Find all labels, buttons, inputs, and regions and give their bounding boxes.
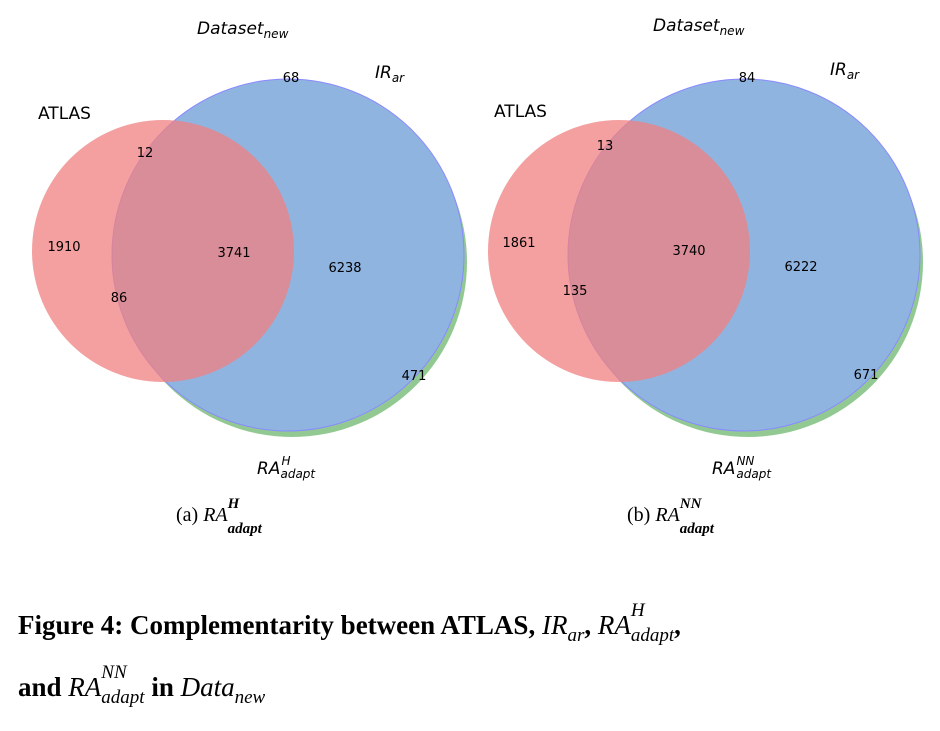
count-dataset-only: 84 xyxy=(739,71,756,86)
count-all-three: 3741 xyxy=(217,246,250,261)
caption-in: in xyxy=(151,672,174,702)
atlas-circle xyxy=(488,120,750,382)
atlas-label: ATLAS xyxy=(38,104,91,124)
venn-diagram-b: Datasetnew IRar ATLAS RANN adapt 84 13 18… xyxy=(488,16,923,481)
venn-diagram-a: Datasetnew IRar ATLAS RAH adapt 68 12 191… xyxy=(32,19,467,481)
count-all-three: 3740 xyxy=(672,244,705,259)
caption-ir: IR xyxy=(541,610,568,640)
subcaption-b: (b) RA NN adapt xyxy=(627,495,714,537)
atlas-label: ATLAS xyxy=(494,102,547,122)
caption-ir-sub: ar xyxy=(567,624,585,646)
ir-label: IRar xyxy=(830,60,860,82)
caption-and: and xyxy=(18,672,62,702)
count-dataset-ra: 6238 xyxy=(328,261,361,276)
count-atlas-only: 1861 xyxy=(502,236,535,251)
count-ra-only: 471 xyxy=(402,369,427,384)
count-dataset-only: 68 xyxy=(283,71,300,86)
venn-panel-b: Datasetnew IRar ATLAS RANN adapt 84 13 18… xyxy=(456,0,926,500)
atlas-circle xyxy=(32,120,294,382)
caption-data-sub: new xyxy=(234,686,266,708)
dataset-label: Datasetnew xyxy=(653,16,745,38)
figure-caption: Figure 4: Complementarity between ATLAS,… xyxy=(18,599,681,708)
ir-label: IRar xyxy=(375,63,405,85)
caption-prefix: Figure 4: Complementarity between ATLAS, xyxy=(18,610,536,640)
count-atlas-ra: 86 xyxy=(111,291,128,306)
ra-label: RANN adapt xyxy=(712,454,772,481)
dataset-label: Datasetnew xyxy=(197,19,289,41)
count-atlas-only: 1910 xyxy=(47,240,80,255)
caption-ra-nn: RA xyxy=(68,672,102,702)
count-ra-only: 671 xyxy=(854,368,879,383)
count-atlas-dataset: 12 xyxy=(137,146,154,161)
count-atlas-ra: 135 xyxy=(563,284,588,299)
count-atlas-dataset: 13 xyxy=(597,139,614,154)
count-dataset-ra: 6222 xyxy=(784,260,817,275)
ra-label: RAH adapt xyxy=(257,454,316,481)
caption-ra-h: RA xyxy=(597,610,631,640)
venn-panel-a: Datasetnew IRar ATLAS RAH adapt 68 12 191… xyxy=(0,0,470,500)
caption-data: Data xyxy=(180,672,235,702)
